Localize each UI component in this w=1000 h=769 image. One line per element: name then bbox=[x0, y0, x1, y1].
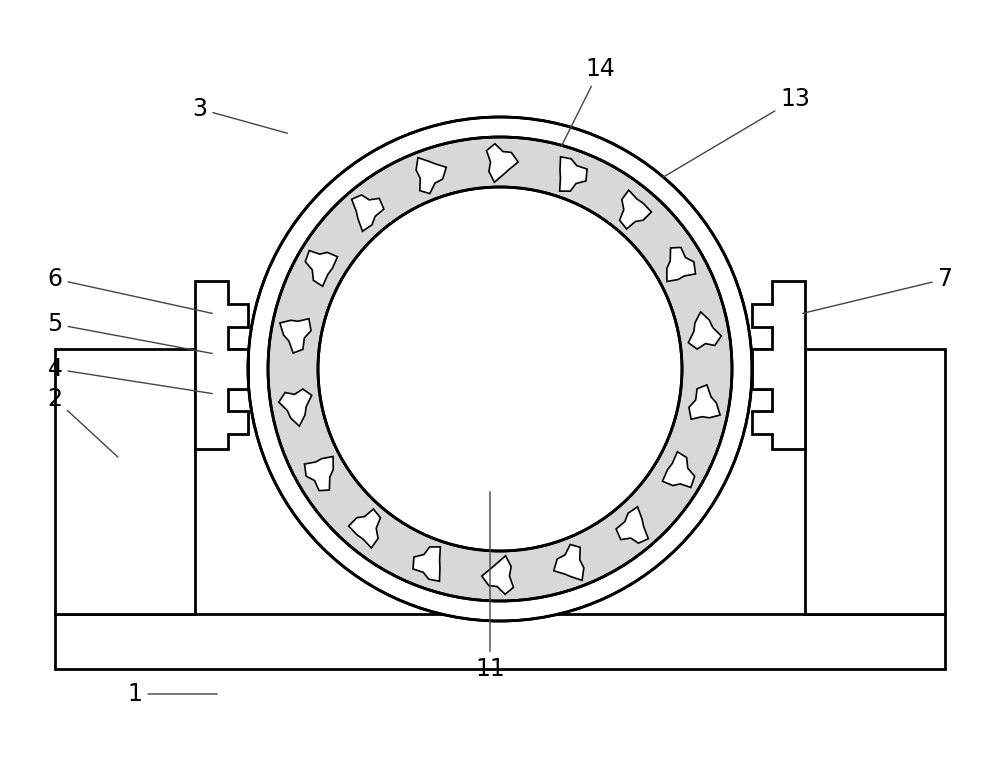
Polygon shape bbox=[667, 248, 695, 281]
Polygon shape bbox=[752, 281, 805, 449]
Polygon shape bbox=[620, 190, 651, 229]
Text: 7: 7 bbox=[803, 267, 952, 313]
Polygon shape bbox=[662, 452, 695, 488]
Polygon shape bbox=[195, 281, 248, 449]
Polygon shape bbox=[560, 157, 587, 191]
Text: 2: 2 bbox=[48, 387, 118, 457]
Text: 1: 1 bbox=[128, 682, 217, 706]
Polygon shape bbox=[279, 389, 312, 426]
Text: 11: 11 bbox=[475, 492, 505, 681]
Circle shape bbox=[318, 187, 682, 551]
Bar bbox=[243, 281, 253, 454]
Polygon shape bbox=[305, 251, 338, 286]
Text: 5: 5 bbox=[47, 312, 212, 354]
Bar bbox=[805, 349, 945, 614]
Polygon shape bbox=[352, 195, 384, 231]
Text: 4: 4 bbox=[48, 357, 212, 394]
Text: 6: 6 bbox=[48, 267, 212, 314]
Polygon shape bbox=[413, 547, 440, 581]
Polygon shape bbox=[688, 312, 721, 349]
Circle shape bbox=[248, 117, 752, 621]
Bar bbox=[55, 614, 945, 669]
Polygon shape bbox=[689, 384, 720, 419]
Polygon shape bbox=[554, 544, 584, 581]
Polygon shape bbox=[349, 509, 380, 548]
Text: 3: 3 bbox=[192, 97, 287, 133]
Polygon shape bbox=[616, 507, 648, 543]
Polygon shape bbox=[482, 556, 513, 594]
Bar bbox=[55, 349, 195, 614]
Polygon shape bbox=[304, 457, 333, 491]
Text: 13: 13 bbox=[662, 87, 810, 178]
Polygon shape bbox=[280, 318, 311, 353]
Polygon shape bbox=[487, 144, 518, 182]
Circle shape bbox=[268, 137, 732, 601]
Polygon shape bbox=[416, 158, 446, 194]
Bar bbox=[742, 281, 752, 454]
Text: 14: 14 bbox=[561, 57, 615, 147]
